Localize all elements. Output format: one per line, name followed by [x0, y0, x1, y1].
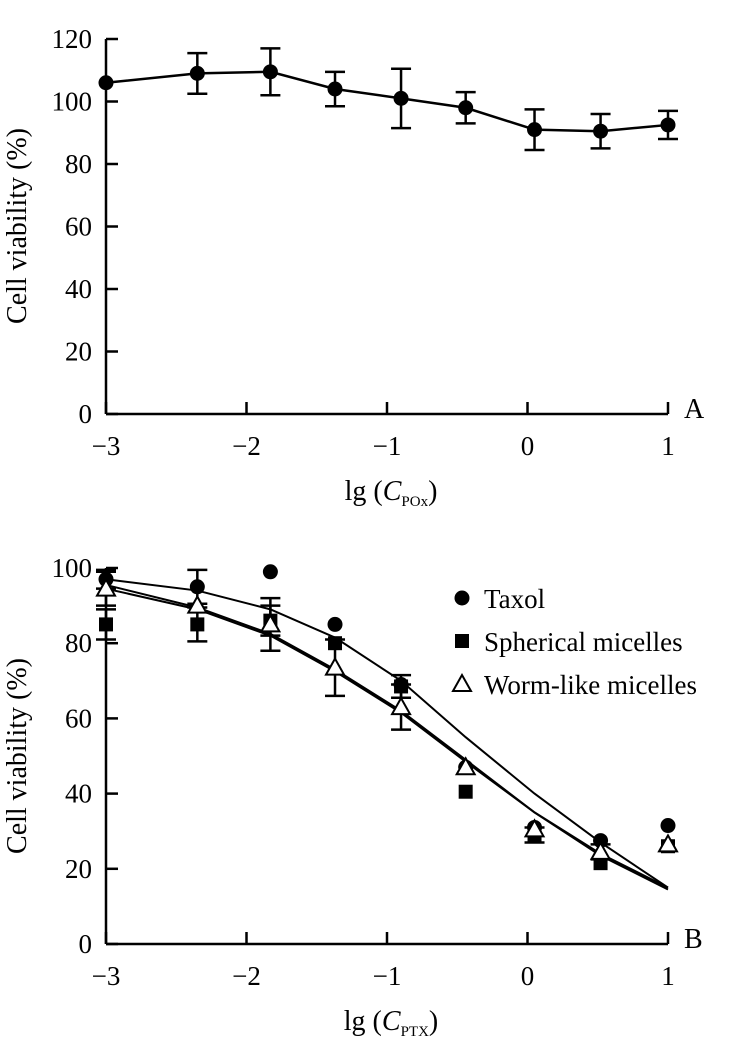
y-tick-label: 0 — [79, 929, 93, 959]
legend: Taxol Spherical micelles Worm-like micelle… — [451, 584, 697, 700]
series-line — [105, 70, 669, 133]
data-point-triangle — [523, 818, 546, 838]
y-tick-label: 120 — [52, 24, 93, 54]
data-point-triangle — [454, 756, 477, 776]
x-tick-label: −3 — [92, 961, 121, 991]
panel-label: A — [684, 394, 705, 425]
y-tick-label: 60 — [65, 703, 92, 733]
series-triangle — [95, 570, 679, 889]
data-point-square — [190, 617, 205, 632]
legend-marker-triangle — [451, 672, 473, 692]
data-point-circle — [327, 616, 343, 632]
data-point-circle — [189, 65, 205, 81]
data-point-circle — [527, 122, 543, 138]
x-tick-label: −1 — [373, 961, 402, 991]
x-axis-title-subscript: POx — [401, 494, 428, 510]
data-point-triangle — [390, 696, 412, 716]
x-axis-title-prefix: lg ( — [345, 476, 383, 507]
data-point-triangle — [324, 656, 346, 676]
panel-label: B — [684, 924, 703, 955]
legend-marker-circle — [454, 590, 470, 606]
y-tick-label: 40 — [65, 274, 92, 304]
x-axis-title-suffix: ) — [428, 476, 437, 507]
x-tick-label: 1 — [661, 961, 675, 991]
legend-item: Worm-like micelles — [451, 670, 697, 700]
series-circle — [96, 564, 676, 889]
legend-item: Taxol — [454, 584, 545, 614]
x-axis-title-subscript: PTX — [401, 1024, 430, 1040]
data-point-square — [99, 617, 113, 632]
data-point-circle — [458, 100, 474, 116]
data-point-square — [458, 784, 473, 799]
x-axis-title: lg (CPOx) — [345, 476, 438, 510]
y-axis-title: Cell viability (%) — [2, 128, 33, 324]
fit-curve — [105, 578, 669, 889]
data-point-triangle — [589, 840, 612, 860]
x-tick-label: 1 — [661, 431, 675, 461]
legend-label: Spherical micelles — [484, 627, 683, 657]
x-axis-title-variable: C — [382, 1006, 401, 1037]
data-point-circle — [327, 81, 343, 97]
y-tick-label: 100 — [52, 87, 93, 117]
series-circle — [98, 47, 678, 152]
data-point-triangle — [186, 594, 209, 614]
x-tick-label: −2 — [232, 431, 261, 461]
data-point-circle — [189, 579, 205, 595]
x-tick-label: 0 — [521, 431, 535, 461]
data-point-circle — [593, 123, 609, 139]
x-tick-label: −2 — [232, 961, 261, 991]
panel-b: 0 20 40 60 80 100 −3 −2 −1 0 1B Cell viability (%) l… — [2, 553, 703, 1040]
panel-a: 0 20 40 60 80 100 120 −3 −2 −1 0 1A Cell viability (… — [2, 24, 705, 510]
y-tick-label: 20 — [65, 854, 92, 884]
x-axis-title-variable: C — [383, 476, 402, 507]
y-tick-label: 100 — [52, 553, 93, 583]
legend-label: Worm-like micelles — [484, 670, 697, 700]
x-axis-title-prefix: lg ( — [344, 1006, 382, 1037]
legend-item: Spherical micelles — [455, 627, 683, 657]
y-tick-label: 0 — [79, 399, 93, 429]
y-tick-label: 80 — [65, 628, 92, 658]
y-tick-label: 60 — [65, 212, 92, 242]
data-point-triangle — [95, 577, 117, 597]
y-tick-label: 80 — [65, 149, 92, 179]
data-point-circle — [98, 75, 114, 91]
x-axis-title-suffix: ) — [429, 1006, 438, 1037]
y-axis-title: Cell viability (%) — [2, 658, 33, 854]
x-tick-label: −3 — [92, 431, 121, 461]
x-axis-title: lg (CPTX) — [344, 1006, 438, 1040]
y-tick-label: 40 — [65, 779, 92, 809]
legend-label: Taxol — [484, 584, 545, 614]
data-point-circle — [660, 117, 676, 133]
data-point-circle — [660, 818, 676, 834]
data-point-triangle — [259, 613, 282, 633]
data-point-circle — [393, 90, 409, 106]
x-tick-label: −1 — [373, 431, 402, 461]
legend-marker-square — [455, 634, 469, 648]
data-point-circle — [262, 564, 278, 580]
data-point-triangle — [657, 833, 679, 853]
x-tick-label: 0 — [521, 961, 535, 991]
y-tick-label: 20 — [65, 337, 92, 367]
data-point-circle — [262, 64, 278, 80]
